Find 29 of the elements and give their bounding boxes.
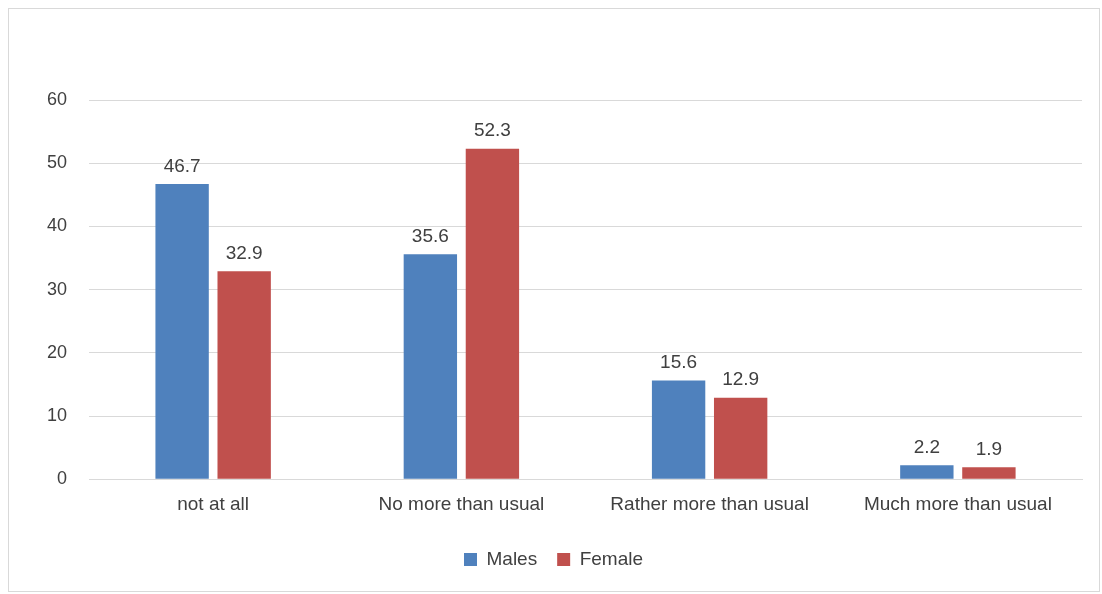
bar	[713, 397, 768, 479]
bar	[651, 380, 706, 479]
y-tick-label: 30	[46, 278, 68, 299]
data-label: 1.9	[975, 437, 1003, 459]
bar	[962, 467, 1016, 479]
x-tick-label: No more than usual	[378, 492, 545, 514]
y-tick-label: 10	[46, 404, 68, 425]
legend-label: Female	[579, 547, 644, 569]
x-tick-label: not at all	[177, 492, 250, 514]
data-label: 2.2	[913, 436, 941, 458]
bar	[900, 465, 954, 479]
y-tick-label: 60	[46, 88, 68, 109]
bar	[155, 184, 209, 479]
bar	[403, 254, 458, 479]
data-label: 15.6	[660, 351, 698, 373]
y-tick-label: 40	[46, 215, 68, 236]
y-tick-label: 20	[46, 341, 68, 362]
data-label: 52.3	[473, 119, 511, 141]
x-tick-label: Rather more than usual	[610, 492, 809, 514]
data-label: 32.9	[225, 242, 263, 264]
data-label: 12.9	[722, 368, 760, 390]
data-label: 46.7	[163, 154, 201, 176]
legend-label: Males	[486, 547, 538, 569]
data-label: 35.6	[411, 224, 449, 246]
y-tick-label: 50	[46, 152, 68, 173]
y-tick-label: 0	[57, 468, 68, 489]
x-tick-label: Much more than usual	[863, 492, 1052, 514]
bar	[465, 148, 520, 479]
bar	[217, 271, 271, 479]
